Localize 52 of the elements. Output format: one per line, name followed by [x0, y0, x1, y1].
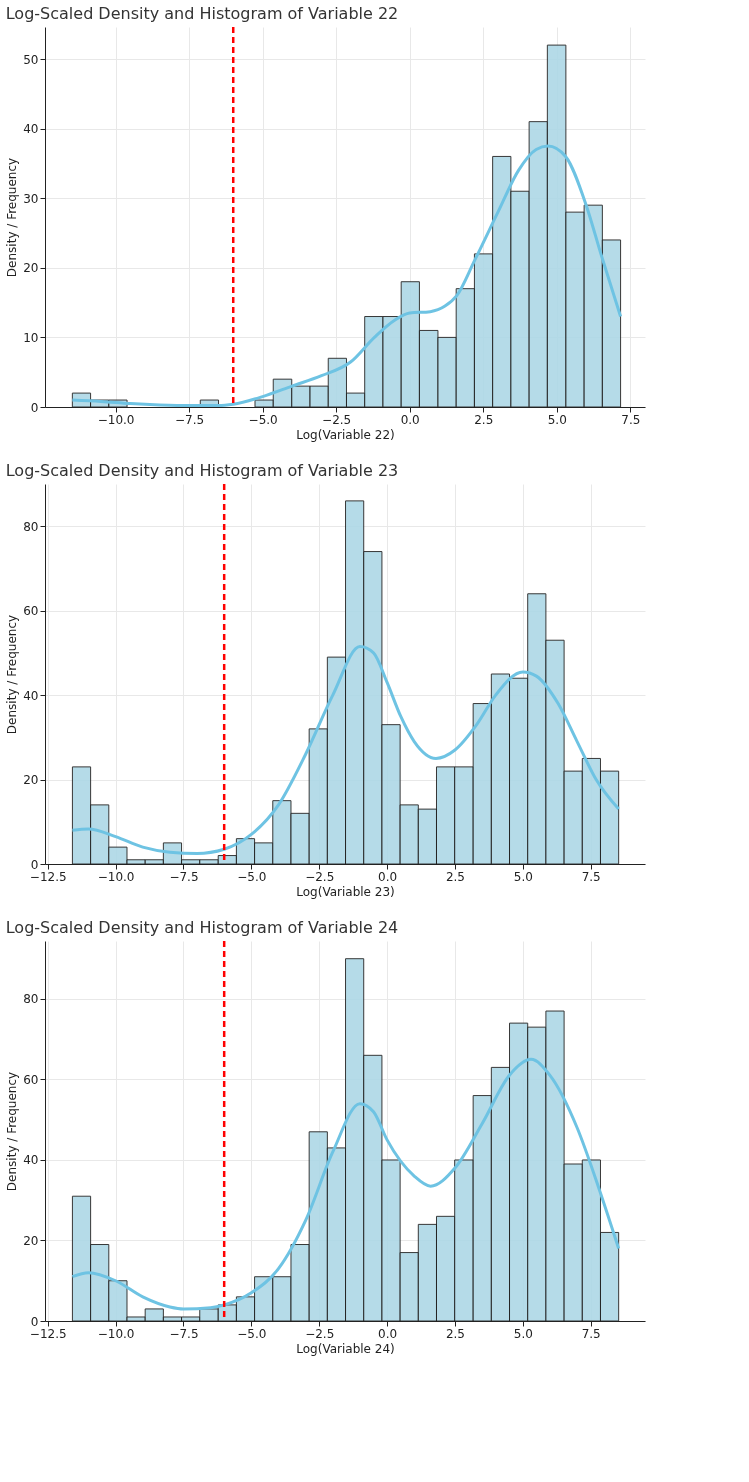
y-tick-label: 80: [23, 992, 39, 1007]
x-tick-label: −12.5: [29, 869, 67, 884]
x-tick-label: 0.0: [400, 412, 420, 427]
x-tick-label: −10.0: [97, 869, 135, 884]
x-tick-label: −2.5: [305, 1326, 335, 1341]
x-tick-label: −7.5: [169, 869, 199, 884]
chart-title: Log-Scaled Density and Histogram of Variable 22: [5, 3, 399, 23]
x-tick-label: 7.5: [621, 412, 641, 427]
x-tick-label: 2.5: [474, 412, 494, 427]
x-tick-label: 2.5: [445, 1326, 465, 1341]
y-tick-label: 20: [23, 773, 39, 788]
y-tick-label: 40: [23, 1153, 39, 1168]
x-tick-label: 2.5: [445, 869, 465, 884]
y-tick-label: 60: [23, 1072, 39, 1087]
line-series: [70, 144, 623, 408]
y-tick-label: 20: [23, 261, 39, 276]
x-tick-label: 0.0: [378, 869, 398, 884]
x-tick-label: 0.0: [378, 1326, 398, 1341]
y-tick-label: 10: [23, 330, 39, 345]
y-tick-label: 0: [30, 857, 39, 872]
x-tick-label: −12.5: [29, 1326, 67, 1341]
x-tick-label: −10.0: [97, 412, 135, 427]
chart-title: Log-Scaled Density and Histogram of Variable 23: [5, 460, 399, 480]
x-tick-label: 5.0: [547, 412, 567, 427]
y-axis-title: Density / Frequency: [5, 614, 20, 735]
x-tick-label: −5.0: [237, 869, 267, 884]
x-tick-label: −7.5: [169, 1326, 199, 1341]
y-tick-label: 0: [30, 1314, 39, 1329]
x-axis-title: Log(Variable 22): [296, 427, 395, 442]
y-tick-label: 60: [23, 604, 39, 619]
x-axis-title: Log(Variable 24): [296, 1341, 395, 1356]
x-tick-label: −7.5: [175, 412, 205, 427]
y-tick-label: 0: [30, 400, 39, 415]
y-tick-label: 30: [23, 191, 39, 206]
y-tick-label: 50: [23, 52, 39, 67]
y-tick-label: 20: [23, 1233, 39, 1248]
x-tick-label: −5.0: [248, 412, 278, 427]
x-tick-label: −5.0: [237, 1326, 267, 1341]
x-tick-label: 5.0: [513, 1326, 533, 1341]
x-tick-label: 5.0: [513, 869, 533, 884]
x-tick-label: 7.5: [581, 869, 601, 884]
x-tick-label: 7.5: [581, 1326, 601, 1341]
x-tick-label: −2.5: [305, 869, 335, 884]
y-tick-label: 80: [23, 519, 39, 534]
x-tick-label: −2.5: [322, 412, 352, 427]
y-axis-title: Density / Frequency: [5, 1071, 20, 1192]
x-tick-label: −10.0: [97, 1326, 135, 1341]
y-tick-label: 40: [23, 122, 39, 137]
y-tick-label: 40: [23, 688, 39, 703]
chart-title: Log-Scaled Density and Histogram of Variable 24: [5, 917, 399, 937]
x-axis-title: Log(Variable 23): [296, 884, 395, 899]
y-axis-title: Density / Frequency: [5, 157, 20, 278]
